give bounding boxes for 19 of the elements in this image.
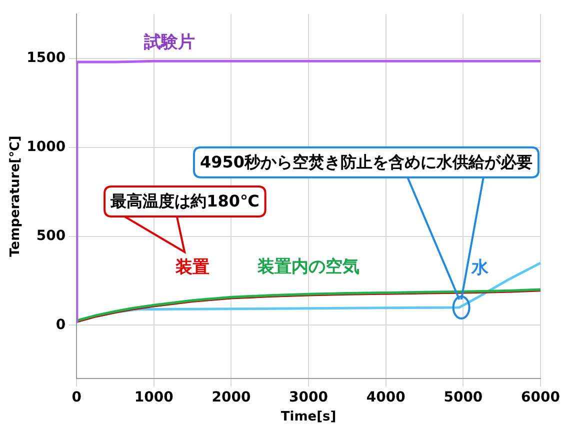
x-tick-label: 0 <box>72 390 82 406</box>
x-tick-label: 5000 <box>444 390 483 406</box>
y-tick-label: 1500 <box>26 50 66 66</box>
x-tick-label: 1000 <box>134 390 174 406</box>
x-tick-label: 3000 <box>289 390 328 406</box>
y-tick-label: 0 <box>56 316 66 333</box>
x-axis-title: Time[s] <box>280 410 336 425</box>
series-label: 水 <box>470 258 490 278</box>
x-tick-label: 6000 <box>521 390 560 406</box>
y-tick-label: 500 <box>36 228 66 244</box>
series-label: 装置 <box>174 257 210 278</box>
annotation: 最高温度は約180℃ <box>110 192 260 211</box>
series-label: 試験片 <box>142 32 195 53</box>
annotation: 4950秒から空焚き防止を含めに水供給が必要 <box>200 152 533 172</box>
series-label: 装置内の空気 <box>256 256 360 277</box>
y-tick-label: 1000 <box>26 139 66 156</box>
x-tick-label: 4000 <box>366 390 406 406</box>
y-axis-title: Temperature[℃] <box>8 136 24 257</box>
x-tick-label: 2000 <box>212 390 251 406</box>
